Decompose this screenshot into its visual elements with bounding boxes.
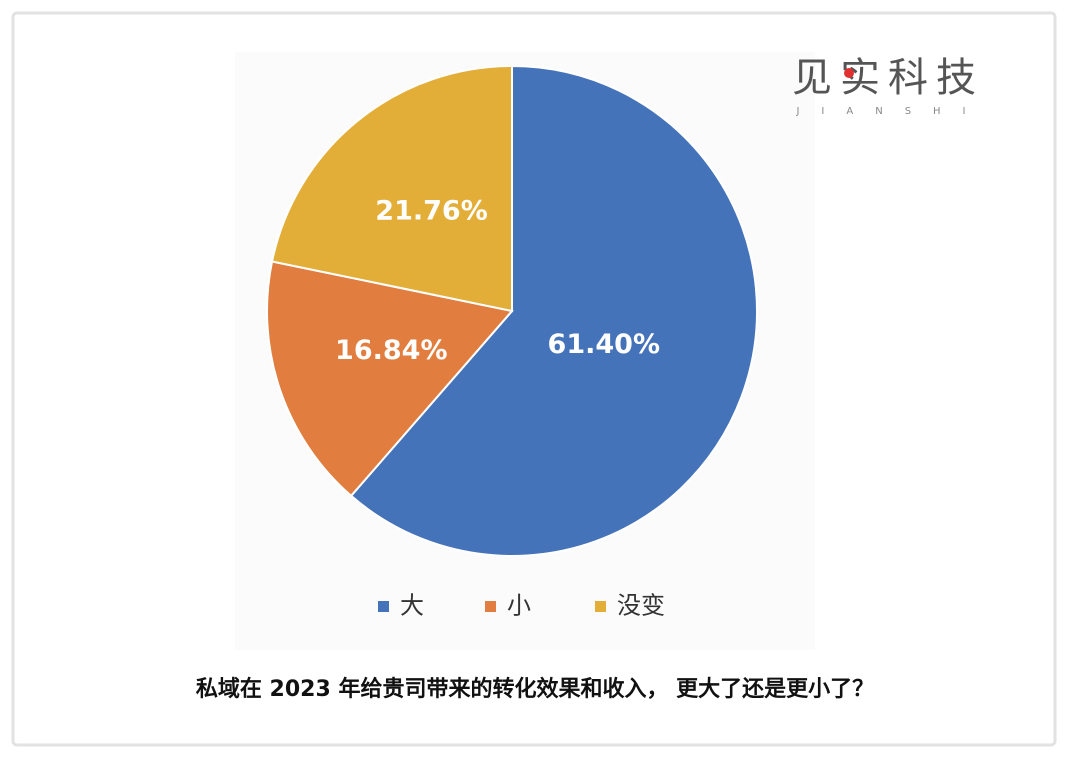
legend-label: 小 [507,592,531,620]
chart-title: 私域在 2023 年给贵司带来的转化效果和收入， 更大了还是更小了？ [196,676,874,702]
legend-swatch [378,601,389,612]
data-label: 21.76% [375,196,487,227]
pie-slice [349,64,758,557]
pie-slice [266,260,514,498]
data-label: 61.40% [548,329,660,360]
legend-label: 没变 [617,592,665,620]
legend-swatch [485,601,496,612]
pie-slice [270,64,513,313]
legend-swatch [595,601,606,612]
legend-label: 大 [400,592,424,620]
logo-sub: JIANSHI [795,106,987,117]
logo-name: 见实科技 [792,55,984,101]
data-label: 16.84% [335,335,447,366]
logo-dot [844,68,854,78]
